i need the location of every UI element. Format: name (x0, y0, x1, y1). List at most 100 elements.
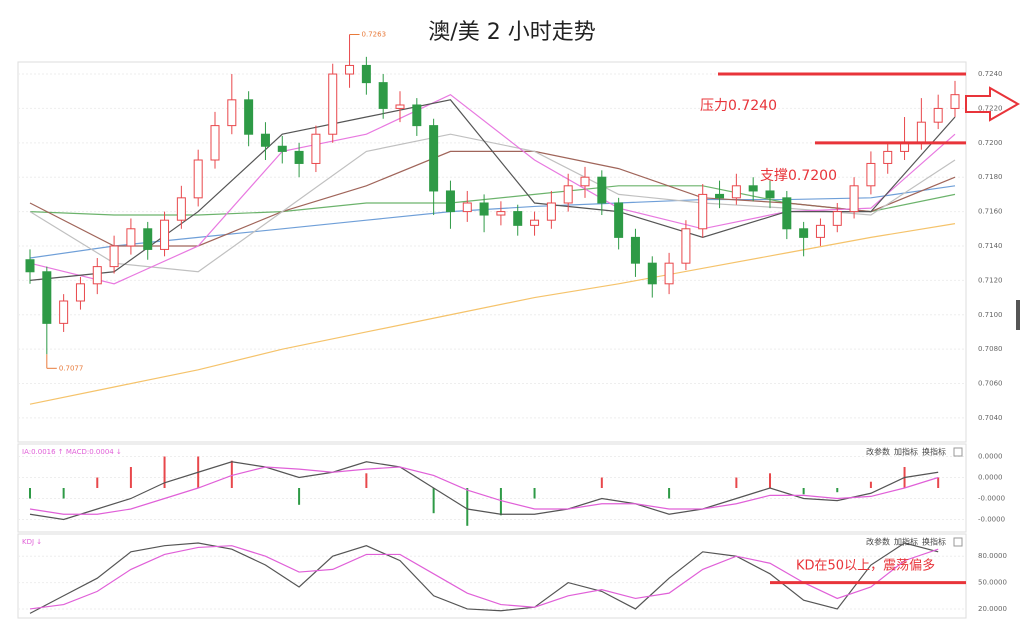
candle-body (42, 271, 52, 324)
candle-body (412, 104, 422, 127)
candle-body (630, 236, 640, 264)
candle-body (361, 64, 371, 84)
indicator-line (29, 185, 956, 259)
candle-body (832, 211, 842, 226)
panel-button: 加指标 (894, 537, 918, 547)
support-label: 支撑0.7200 (760, 168, 837, 184)
chart-title: 澳/美 2 小时走势 (428, 20, 595, 45)
candle-body (143, 228, 153, 250)
resistance-label: 压力0.7240 (700, 98, 777, 114)
candle-body (25, 259, 35, 273)
candle-body (462, 202, 472, 213)
candle-body (126, 228, 136, 247)
panel-button: 换指标 (922, 537, 946, 547)
candle-body (731, 185, 741, 199)
candle-body (345, 64, 355, 75)
candle-body (950, 94, 960, 109)
y-tick-label: 0.7120 (978, 276, 1003, 284)
candle-body (445, 190, 455, 213)
kd-annotation: KD在50以上，震荡偏多 (796, 558, 935, 574)
candle-body (849, 185, 859, 213)
panel-header: IA:0.0016 ↑ MACD:0.0004 ↓ (22, 448, 122, 456)
panel-header: KDJ ↓ (22, 538, 42, 546)
candle-body (546, 202, 556, 221)
candle-body (59, 300, 69, 324)
candle-body (260, 133, 270, 147)
candle-body (530, 219, 540, 226)
y-tick-label: 0.7160 (978, 208, 1003, 216)
candle-body (378, 82, 388, 109)
candle-body (429, 125, 439, 192)
y-tick-label: 0.7240 (978, 70, 1003, 78)
y-tick-label: 0.7060 (978, 380, 1003, 388)
candle-body (597, 176, 607, 204)
candle-body (176, 197, 186, 221)
indicator-line (29, 542, 939, 614)
candle-body (916, 121, 926, 144)
indicator-line (29, 223, 956, 405)
indicator-line (29, 545, 939, 610)
candle-body (765, 190, 775, 199)
panel-button: 加指标 (894, 447, 918, 457)
high-marker-label: 0.7263 (362, 30, 387, 38)
y-tick-label: 0.7040 (978, 414, 1003, 422)
candle-body (160, 219, 170, 250)
candle-body (563, 185, 573, 204)
panel-button: 改参数 (866, 537, 890, 547)
scroll-handle (1016, 300, 1020, 330)
y-tick-label: 0.7180 (978, 173, 1003, 181)
candle-body (513, 211, 523, 226)
candle-body (210, 125, 220, 161)
candle-body (395, 104, 405, 109)
candle-body (193, 159, 203, 199)
candle-body (933, 107, 943, 123)
candle-body (815, 224, 825, 238)
indicator-line (29, 466, 939, 515)
candle-body (328, 73, 338, 135)
close-button (953, 447, 963, 457)
indicator-line (29, 99, 956, 281)
candle-body (311, 133, 321, 164)
macd-panel (17, 443, 967, 533)
y-tick-label: 50.0000 (978, 579, 1007, 587)
candle-body (496, 211, 506, 216)
y-tick-label: 0.0000 (978, 453, 1003, 461)
y-tick-label: -0.0000 (978, 495, 1005, 503)
indicator-line (29, 133, 956, 273)
candle-body (715, 193, 725, 199)
y-tick-label: 0.7140 (978, 242, 1003, 250)
y-tick-label: 80.0000 (978, 552, 1007, 560)
main-panel (17, 61, 967, 443)
candle-body (580, 176, 590, 187)
candle-body (782, 197, 792, 230)
candle-body (647, 262, 657, 285)
candle-body (227, 99, 237, 127)
candle-body (294, 150, 304, 164)
low-marker-label: 0.7077 (59, 364, 83, 372)
y-tick-label: 0.7220 (978, 104, 1003, 112)
candle-body (799, 228, 809, 238)
candle-body (92, 266, 102, 285)
candle-body (681, 228, 691, 264)
arrow (965, 86, 1021, 122)
y-tick-label: -0.0000 (978, 516, 1005, 524)
candle-body (75, 283, 85, 302)
candle-body (614, 202, 624, 238)
candle-body (277, 145, 287, 152)
y-tick-label: 0.7080 (978, 345, 1003, 353)
kd-panel (17, 533, 967, 619)
candle-body (866, 162, 876, 187)
candle-body (883, 150, 893, 164)
candle-body (698, 193, 708, 230)
close-button (953, 537, 963, 547)
panel-button: 改参数 (866, 447, 890, 457)
panel-button: 换指标 (922, 447, 946, 457)
y-tick-label: 0.7100 (978, 311, 1003, 319)
candle-body (748, 185, 758, 192)
candle-body (109, 245, 119, 268)
y-tick-label: 0.7200 (978, 139, 1003, 147)
y-tick-label: 0.0000 (978, 474, 1003, 482)
candle-body (244, 99, 254, 135)
